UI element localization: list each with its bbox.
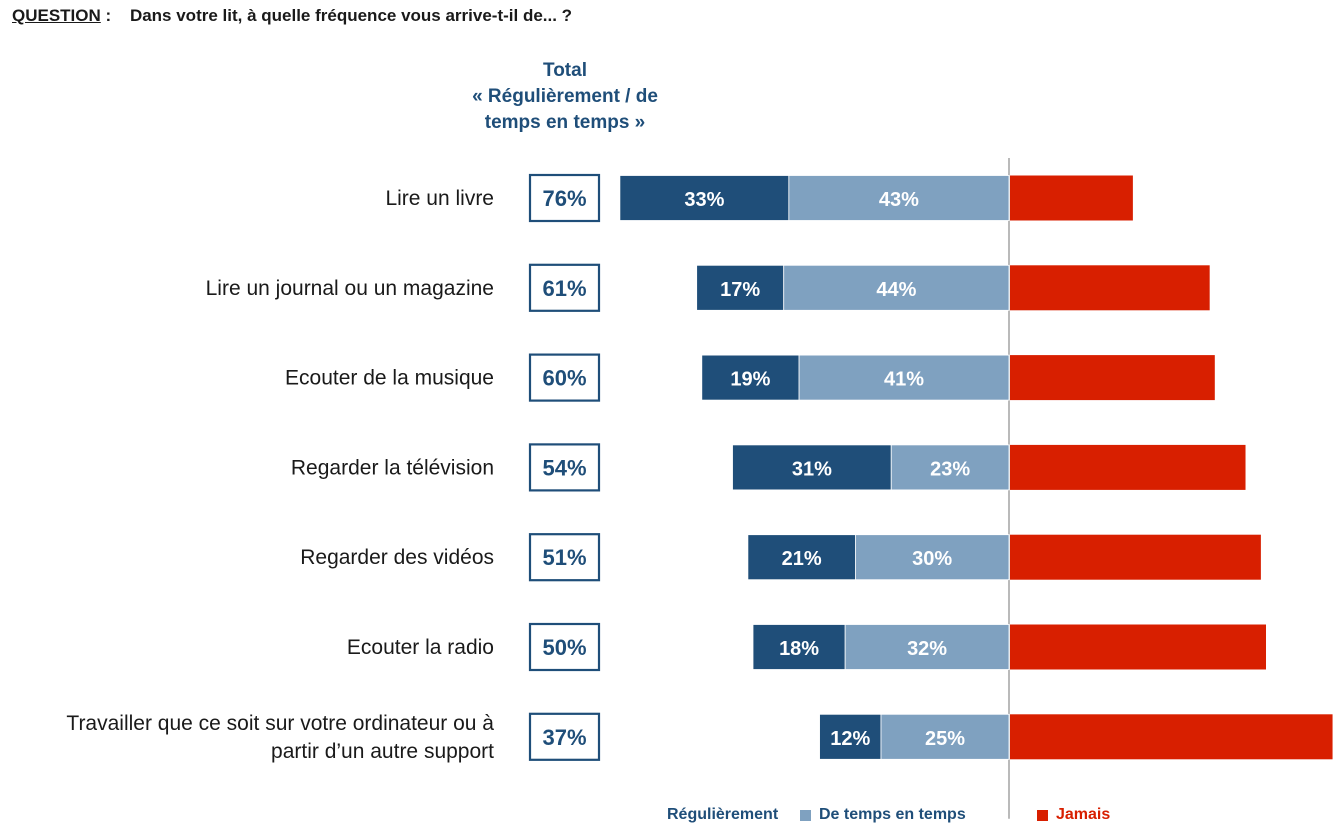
question-label: QUESTION (12, 6, 101, 25)
bar-regulierement-regarder-la-television (732, 444, 892, 491)
total-header-line3: temps en temps » (484, 112, 646, 133)
total-header-line1: Total (543, 60, 587, 81)
legend-item-regulierement: Régulièrement (667, 806, 778, 824)
bar-jamais-regarder-la-television (1010, 444, 1246, 490)
legend-swatch-temps-en-temps (800, 809, 811, 821)
bar-temps-en-temps-ecouter-de-la-musique (798, 354, 1010, 401)
total-box-regarder-des-videos (528, 533, 601, 582)
total-column-header: Total « Régulièrement / de temps en temp… (440, 58, 690, 136)
category-label-lire-un-livre: Lire un livre (385, 187, 494, 210)
total-value-ecouter-la-radio: 50% (542, 635, 586, 660)
question-header: QUESTION : Dans votre lit, à quelle fréq… (12, 6, 572, 26)
total-value-lire-un-livre: 76% (542, 186, 586, 211)
bar-jamais-lire-un-journal-ou-un-ma (1010, 265, 1210, 311)
bar-regulierement-ecouter-de-la-musique (701, 354, 800, 401)
category-label-travailler-que-ce-soit-s-line1: Travailler que ce soit sur votre ordinat… (66, 712, 494, 735)
value-label-temps-en-temps-lire-un-journal-ou-un-ma: 44% (876, 279, 916, 301)
value-label-regulierement-travailler-que-ce-soit-s: 12% (830, 728, 870, 750)
total-box-lire-un-livre (528, 173, 601, 223)
bar-regulierement-ecouter-la-radio (752, 624, 846, 670)
legend-label-jamais: Jamais (1056, 806, 1111, 823)
bar-jamais-regarder-des-videos (1010, 534, 1261, 580)
total-box-ecouter-de-la-musique (528, 353, 601, 402)
category-label-regarder-la-television: Regarder la télévision (291, 456, 494, 479)
value-label-temps-en-temps-regarder-des-videos: 30% (912, 548, 952, 570)
bar-temps-en-temps-regarder-des-videos (855, 534, 1010, 581)
value-label-regulierement-ecouter-la-radio: 18% (779, 638, 819, 660)
total-header-line2: « Régulièrement / de (472, 86, 658, 107)
question-text: Dans votre lit, à quelle fréquence vous … (129, 6, 573, 25)
category-label-ecouter-de-la-musique: Ecouter de la musique (285, 367, 494, 390)
category-label-regarder-des-videos: Regarder des vidéos (300, 546, 494, 569)
category-label-travailler-que-ce-soit-s-line2: partir d’un autre support (271, 740, 494, 763)
total-value-regarder-la-television: 54% (542, 455, 586, 480)
bar-jamais-travailler-que-ce-soit-s (1010, 714, 1333, 760)
total-box-lire-un-journal-ou-un-ma (528, 263, 601, 312)
legend-label-regulierement: Régulièrement (667, 806, 779, 823)
total-value-regarder-des-videos: 51% (542, 545, 586, 570)
value-label-temps-en-temps-regarder-la-television: 23% (930, 458, 970, 480)
value-label-regulierement-lire-un-livre: 33% (684, 189, 724, 211)
value-label-regulierement-lire-un-journal-ou-un-ma: 17% (720, 279, 760, 301)
bar-temps-en-temps-lire-un-journal-ou-un-ma (783, 264, 1010, 311)
category-label-ecouter-la-radio: Ecouter la radio (347, 636, 494, 659)
value-label-temps-en-temps-travailler-que-ce-soit-s: 25% (925, 728, 965, 750)
value-label-temps-en-temps-lire-un-livre: 43% (879, 189, 919, 211)
bar-jamais-ecouter-la-radio (1010, 624, 1266, 670)
total-value-travailler-que-ce-soit-s: 37% (542, 725, 586, 750)
total-box-travailler-que-ce-soit-s (528, 712, 601, 761)
bar-regulierement-regarder-des-videos (747, 534, 856, 581)
value-label-regulierement-regarder-des-videos: 21% (782, 548, 822, 570)
total-value-ecouter-de-la-musique: 60% (542, 366, 586, 391)
bar-temps-en-temps-travailler-que-ce-soit-s (880, 713, 1010, 760)
value-label-regulierement-ecouter-de-la-musique: 19% (730, 369, 770, 391)
question-separator: : (105, 6, 112, 25)
value-label-regulierement-regarder-la-television: 31% (792, 458, 832, 480)
category-label-lire-un-journal-ou-un-ma: Lire un journal ou un magazine (206, 277, 494, 300)
total-box-regarder-la-television (528, 443, 601, 492)
total-box-ecouter-la-radio (528, 622, 601, 672)
value-label-temps-en-temps-ecouter-la-radio: 32% (907, 638, 947, 660)
legend-swatch-jamais (1037, 809, 1048, 821)
legend-label-temps-en-temps: De temps en temps (819, 806, 966, 823)
bar-jamais-ecouter-de-la-musique (1010, 355, 1215, 401)
total-value-lire-un-journal-ou-un-ma: 61% (542, 276, 586, 301)
legend-item-jamais: Jamais (1037, 806, 1110, 824)
bar-temps-en-temps-regarder-la-television (890, 444, 1010, 491)
value-label-temps-en-temps-ecouter-de-la-musique: 41% (884, 369, 924, 391)
bar-jamais-lire-un-livre (1010, 175, 1133, 221)
bar-temps-en-temps-lire-un-livre (788, 175, 1010, 221)
bar-temps-en-temps-ecouter-la-radio (844, 624, 1010, 670)
legend-item-temps-en-temps: De temps en temps (800, 806, 966, 824)
